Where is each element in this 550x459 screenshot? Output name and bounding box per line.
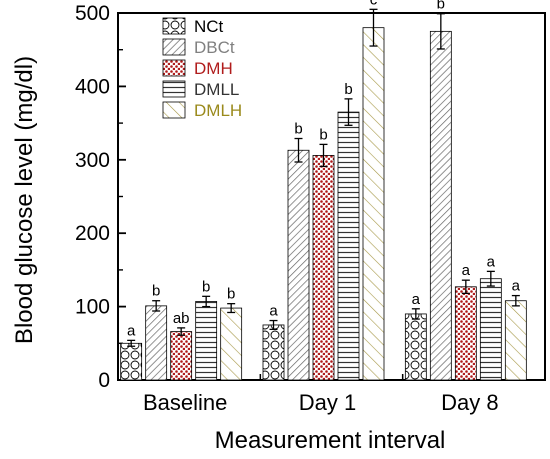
- significance-label: b: [152, 283, 160, 300]
- legend-label-dbct: DBCt: [194, 38, 235, 57]
- bar-dmll-day-8: [479, 278, 502, 381]
- bar-nct-day-1: [262, 324, 285, 381]
- significance-label: b: [202, 278, 210, 295]
- legend-swatch-dbct: [162, 38, 186, 56]
- significance-label: b: [319, 126, 327, 143]
- significance-label: c: [370, 0, 378, 8]
- significance-label: b: [437, 0, 445, 13]
- bar-series-group: ababbbabbbcabaaa: [120, 0, 527, 381]
- y-tick-label: 200: [75, 222, 110, 245]
- bar-dmh-day-1: [312, 154, 335, 381]
- bar-dmlh-day-8: [504, 300, 527, 381]
- legend-label-dmh: DMH: [194, 59, 233, 78]
- significance-label: a: [512, 278, 521, 295]
- y-axis-title: Blood glucose level (mg/dl): [11, 56, 38, 344]
- legend-swatch-nct: [162, 17, 186, 35]
- bar-dbct-baseline: [145, 305, 168, 381]
- significance-label: a: [269, 303, 278, 320]
- significance-label: b: [227, 286, 235, 303]
- significance-label: a: [487, 253, 496, 270]
- y-tick-label: 0: [98, 369, 110, 392]
- legend-swatch-dmh: [162, 59, 186, 77]
- y-tick-label: 500: [75, 2, 110, 25]
- legend-label-nct: NCt: [194, 17, 224, 36]
- y-axis: 0 100 200 300 400 500: [75, 2, 126, 392]
- x-axis-title: Measurement interval: [215, 427, 446, 454]
- significance-label: b: [294, 121, 302, 138]
- significance-label: a: [462, 262, 471, 279]
- legend: NCt DBCt DMH DMLL DMLH: [162, 17, 242, 120]
- x-tick-label: Baseline: [143, 390, 227, 415]
- bar-nct-baseline: [120, 342, 143, 381]
- x-tick-label: Day 8: [441, 390, 498, 415]
- legend-swatch-dmlh: [162, 101, 186, 119]
- legend-label-dmll: DMLL: [194, 80, 239, 99]
- bar-dmlh-baseline: [220, 307, 243, 381]
- y-tick-label: 300: [75, 149, 110, 172]
- bar-dmh-baseline: [170, 331, 193, 381]
- bar-dmh-day-8: [454, 286, 477, 381]
- y-tick-label: 400: [75, 75, 110, 98]
- legend-label-dmlh: DMLH: [194, 101, 242, 120]
- significance-label: a: [412, 291, 421, 308]
- significance-label: ab: [173, 310, 190, 327]
- y-tick-label: 100: [75, 296, 110, 319]
- bar-dmll-day-1: [337, 111, 360, 381]
- bar-dmlh-day-1: [362, 27, 385, 381]
- x-axis: Baseline Day 1 Day 8: [143, 374, 499, 415]
- bar-nct-day-8: [404, 313, 427, 381]
- significance-label: b: [344, 81, 352, 98]
- bar-dbct-day-1: [287, 149, 310, 381]
- legend-swatch-dmll: [162, 80, 186, 98]
- x-tick-label: Day 1: [299, 390, 356, 415]
- significance-label: a: [127, 322, 136, 339]
- bar-dbct-day-8: [429, 30, 452, 381]
- bar-dmll-baseline: [195, 301, 218, 381]
